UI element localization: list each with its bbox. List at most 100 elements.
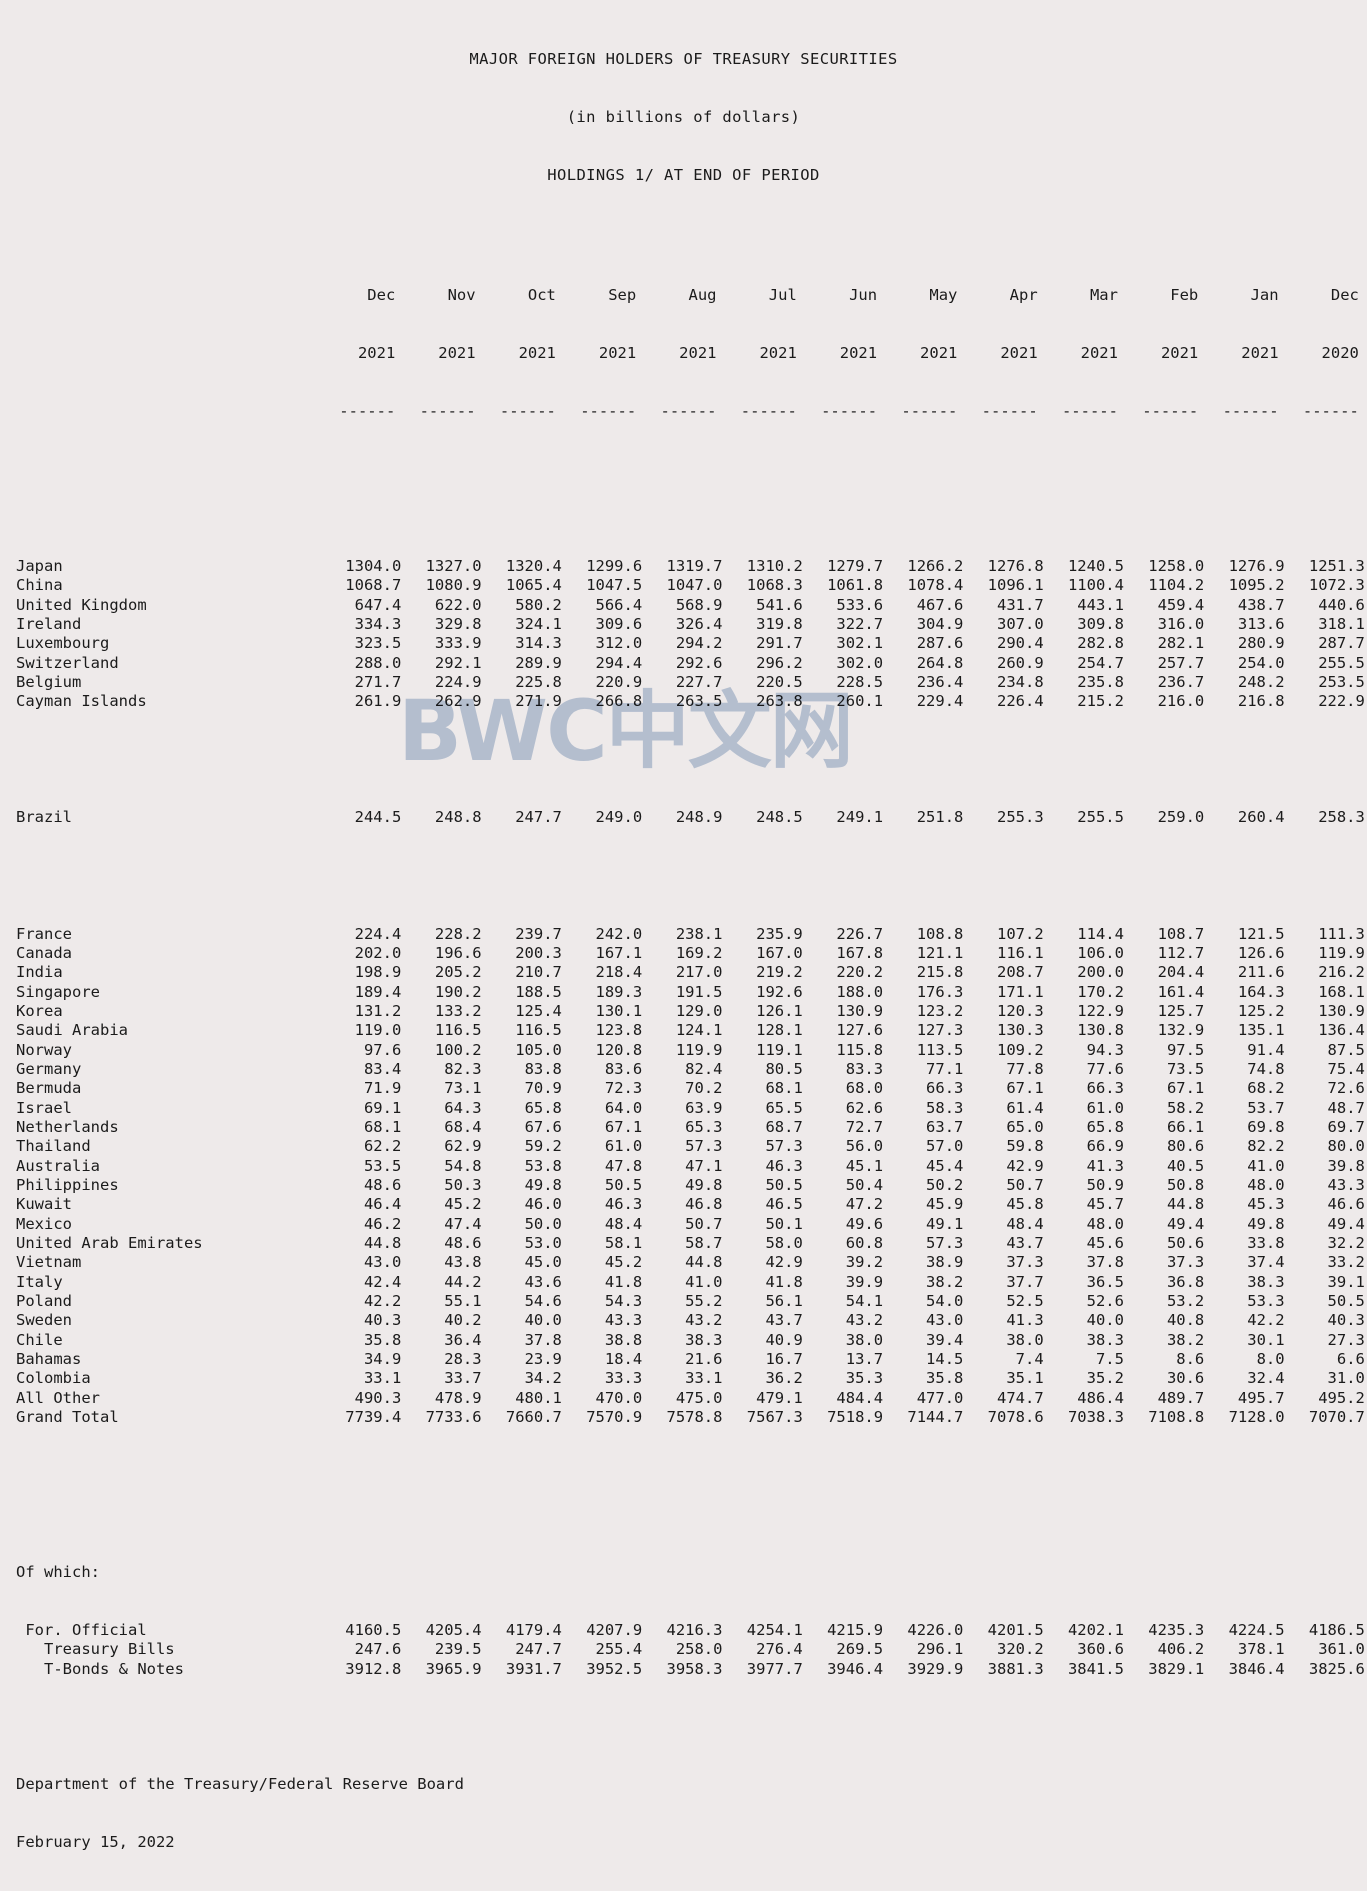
table-cell: 318.1 <box>1318 615 1365 633</box>
table-cell: 255.5 <box>1077 808 1124 827</box>
table-cell: 239.7 <box>515 924 562 943</box>
holdings-table: Dec Nov Oct Sep Aug Jul Jun May Apr Mar Feb Jan Dec … <box>0 247 1367 1717</box>
table-cell: 4207.9 <box>586 1620 643 1639</box>
table-cell: 131.2 <box>354 1001 402 1020</box>
row-label: China <box>16 576 63 595</box>
row-label: Mexico <box>16 1214 72 1233</box>
table-cell: 38.0 <box>1006 1330 1044 1349</box>
table-cell: 260.4 <box>1237 808 1285 827</box>
table-cell: 33.3 <box>604 1369 643 1388</box>
table-cell: 249.0 <box>595 808 643 827</box>
table-cell: 294.4 <box>595 653 643 672</box>
table-row: Bermuda 71.9 73.1 70.9 72.3 70.2 68.1 68.0 66.3 6… <box>0 1079 1367 1098</box>
table-cell: 329.8 <box>434 615 482 633</box>
table-cell: 130.9 <box>1318 1001 1365 1020</box>
table-cell: 33.8 <box>1247 1234 1285 1252</box>
table-cell: 39.9 <box>845 1272 884 1291</box>
table-cell: 4202.1 <box>1067 1620 1124 1639</box>
table-cell: 244.5 <box>354 808 402 827</box>
table-cell: 289.9 <box>515 653 562 672</box>
table-cell: 3829.1 <box>1148 1659 1205 1678</box>
table-cell: 44.2 <box>444 1272 482 1291</box>
table-cell: 57.3 <box>685 1137 723 1156</box>
table-row: Colombia 33.1 33.7 34.2 33.3 33.1 36.2 35.3 35.8… <box>0 1369 1367 1388</box>
row-label: Treasury Bills <box>16 1640 175 1659</box>
table-cell: 1327.0 <box>425 556 482 575</box>
column-header-year: 2021 <box>759 344 797 363</box>
table-cell: 323.5 <box>354 634 402 653</box>
table-cell: 68.7 <box>765 1117 803 1136</box>
table-cell: 38.3 <box>1086 1330 1124 1349</box>
table-cell: 91.4 <box>1247 1040 1285 1059</box>
table-cell: 4254.1 <box>746 1620 803 1639</box>
table-cell: 271.9 <box>515 692 562 711</box>
table-cell: 68.4 <box>444 1117 482 1136</box>
title-line-2: (in billions of dollars) <box>566 108 801 127</box>
table-cell: 479.1 <box>756 1388 803 1407</box>
table-cell: 198.9 <box>354 963 402 982</box>
table-cell: 7567.3 <box>746 1408 803 1427</box>
table-cell: 128.1 <box>756 1021 803 1040</box>
table-cell: 126.1 <box>756 1001 803 1020</box>
table-cell: 66.9 <box>1086 1137 1124 1156</box>
table-cell: 320.2 <box>997 1640 1044 1659</box>
table-cell: 1276.8 <box>987 556 1044 575</box>
row-label: Canada <box>16 943 72 962</box>
column-header-month: Oct <box>527 286 556 305</box>
table-cell: 167.0 <box>756 943 803 962</box>
row-label: Israel <box>16 1098 72 1117</box>
row-label: Poland <box>16 1292 72 1311</box>
table-cell: 77.1 <box>926 1059 964 1078</box>
table-cell: 541.6 <box>756 595 803 614</box>
table-cell: 1299.6 <box>586 556 643 575</box>
table-cell: 45.4 <box>926 1156 964 1175</box>
table-cell: 6.6 <box>1336 1350 1365 1369</box>
table-cell: 211.6 <box>1237 963 1285 982</box>
table-cell: 276.4 <box>756 1640 803 1659</box>
table-cell: 238.1 <box>675 924 723 943</box>
table-cell: 46.3 <box>765 1156 803 1175</box>
table-cell: 62.9 <box>444 1137 482 1156</box>
table-cell: 282.8 <box>1077 634 1124 653</box>
row-label: Thailand <box>16 1137 91 1156</box>
table-cell: 100.2 <box>434 1040 482 1059</box>
table-cell: 292.1 <box>434 653 482 672</box>
table-cell: 27.3 <box>1327 1330 1365 1349</box>
table-cell: 54.3 <box>604 1292 643 1311</box>
table-cell: 45.8 <box>1006 1195 1044 1214</box>
column-header-dashes: ------ <box>1222 402 1279 421</box>
table-cell: 35.8 <box>926 1369 964 1388</box>
table-cell: 43.0 <box>926 1311 964 1330</box>
table-cell: 67.1 <box>1166 1079 1205 1098</box>
table-cell: 124.1 <box>675 1021 723 1040</box>
table-cell: 54.8 <box>444 1156 482 1175</box>
table-cell: 127.6 <box>836 1021 884 1040</box>
table-cell: 7128.0 <box>1228 1408 1285 1427</box>
table-cell: 533.6 <box>836 595 884 614</box>
table-cell: 470.0 <box>595 1388 643 1407</box>
table-cell: 68.0 <box>845 1079 884 1098</box>
title-line-1: MAJOR FOREIGN HOLDERS OF TREASURY SECURI… <box>469 49 898 68</box>
table-cell: 220.9 <box>595 673 643 692</box>
table-cell: 43.6 <box>524 1272 562 1291</box>
table-cell: 53.2 <box>1166 1292 1205 1311</box>
date-line: February 15, 2022 <box>16 1833 175 1852</box>
row-label: Switzerland <box>16 653 119 672</box>
table-cell: 294.2 <box>675 634 723 653</box>
table-cell: 73.5 <box>1166 1059 1205 1078</box>
table-cell: 42.9 <box>1006 1156 1044 1175</box>
table-cell: 80.0 <box>1327 1137 1365 1156</box>
column-header-dashes: ------ <box>339 402 396 421</box>
table-cell: 263.5 <box>675 692 723 711</box>
column-header-year: 2021 <box>920 344 958 363</box>
table-row: Brazil 244.5 248.8 247.7 249.0 248.9 248.5 249.… <box>0 808 1367 827</box>
table-cell: 4224.5 <box>1228 1620 1285 1639</box>
table-cell: 45.7 <box>1086 1195 1124 1214</box>
table-cell: 3977.7 <box>746 1659 803 1678</box>
table-cell: 43.7 <box>765 1311 803 1330</box>
table-cell: 239.5 <box>434 1640 482 1659</box>
table-row: France 224.4 228.2 239.7 242.0 238.1 235.9 226.… <box>0 925 1367 944</box>
table-cell: 37.3 <box>1166 1253 1205 1272</box>
table-cell: 36.8 <box>1166 1272 1205 1291</box>
table-cell: 226.7 <box>836 924 884 943</box>
